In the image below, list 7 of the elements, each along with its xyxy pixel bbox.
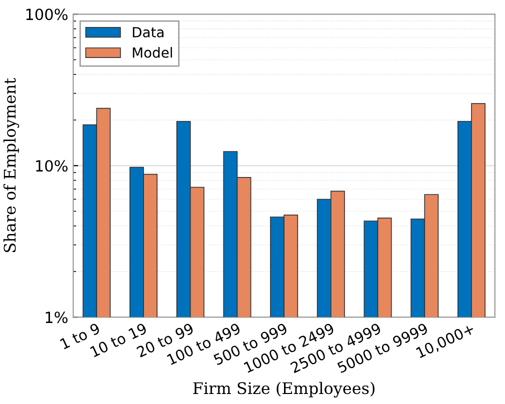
y-tick-label: 100% (26, 8, 68, 20)
legend-label: Model (132, 47, 172, 58)
x-axis-title: Firm Size (Employees) (193, 382, 374, 398)
y-axis-title: Share of Employment (3, 78, 20, 252)
y-tick-label: 10% (36, 160, 68, 172)
y-tick-label: 1% (46, 312, 68, 324)
legend-label: Data (132, 27, 164, 38)
